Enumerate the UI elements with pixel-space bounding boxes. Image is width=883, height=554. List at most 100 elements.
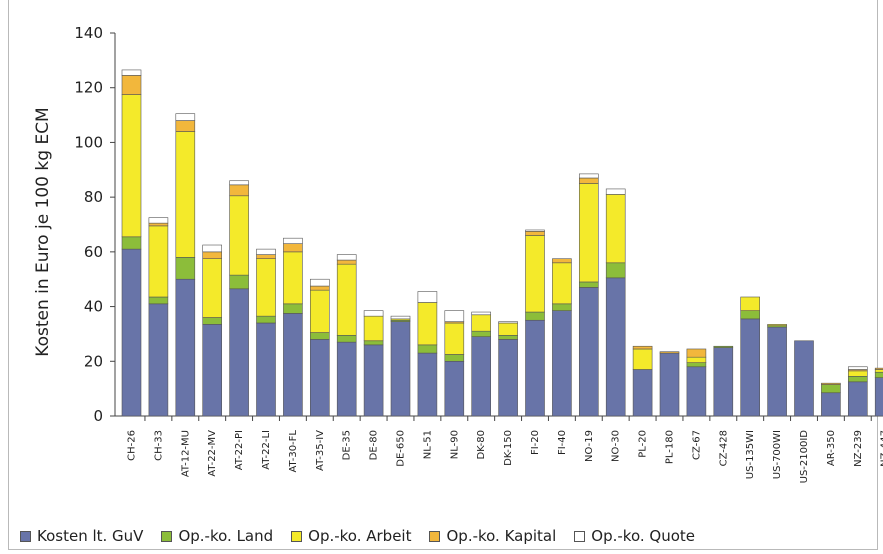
x-tick-label: NZ-239 xyxy=(853,430,864,467)
x-tick-label: CZ-67 xyxy=(691,430,702,460)
legend-label: Op.-ko. Kapital xyxy=(446,527,557,545)
bar-segment-op-ko-land xyxy=(498,334,518,340)
bar-segment-op-ko-kapital xyxy=(283,243,303,253)
bar-segment-op-ko-quote xyxy=(229,180,249,186)
y-tick-label: 60 xyxy=(84,243,103,261)
bar-segment-op-ko-land xyxy=(821,384,841,394)
x-tick-label: US-700WI xyxy=(772,430,783,479)
bar-segment-kosten-lt-guv xyxy=(471,336,492,417)
bar-segment-op-ko-quote xyxy=(121,69,142,76)
bar-segment-op-ko-arbeit xyxy=(229,195,249,276)
bar-segment-op-ko-arbeit xyxy=(874,369,883,373)
x-tick-label: DE-80 xyxy=(369,430,380,460)
bar-segment-op-ko-kapital xyxy=(525,231,545,236)
bars xyxy=(121,69,883,417)
bar-segment-op-ko-quote xyxy=(498,321,518,324)
bar-segment-op-ko-land xyxy=(229,274,249,290)
x-tick-label: NL-51 xyxy=(422,430,433,459)
stacked-bar-chart: Kosten in Euro je 100 kg ECM 0 20 40 60 80 10… xyxy=(33,24,883,483)
legend: Kosten lt. GuV Op.-ko. Land Op.-ko. Arbeit… xyxy=(20,524,713,548)
bar-segment-op-ko-land xyxy=(202,317,222,325)
bar-segment-kosten-lt-guv xyxy=(309,339,330,417)
bar-segment-op-ko-kapital xyxy=(309,285,330,291)
bar-segment-op-ko-land xyxy=(444,354,465,362)
bar-segment-op-ko-land xyxy=(686,362,707,368)
bar-segment-op-ko-land xyxy=(283,303,303,314)
legend-swatch xyxy=(429,530,441,542)
bar-segment-op-ko-kapital xyxy=(632,345,653,350)
bar-segment-kosten-lt-guv xyxy=(283,313,303,417)
bar-segment-op-ko-arbeit xyxy=(471,314,492,332)
bar-segment-op-ko-arbeit xyxy=(605,194,626,264)
bar-segment-op-ko-quote xyxy=(471,311,492,316)
bar-segment-op-ko-arbeit xyxy=(417,302,438,346)
x-tick-label: DE-35 xyxy=(342,430,353,460)
bar-segment-op-ko-arbeit xyxy=(444,322,465,355)
bar-segment-op-ko-quote xyxy=(309,278,330,287)
y-tick-label: 0 xyxy=(93,407,103,425)
bar-segment-op-ko-arbeit xyxy=(578,183,599,283)
x-tick-label: AT-22-MV xyxy=(207,430,218,477)
x-axis: CH-26 CH-33 AT-12-MU AT-22-MV AT-22-PI AT-22-… xyxy=(127,416,883,483)
bar-segment-kosten-lt-guv xyxy=(740,318,761,417)
bar-segment-op-ko-arbeit xyxy=(121,94,142,238)
y-tick-label: 40 xyxy=(84,298,103,316)
bar-segment-kosten-lt-guv xyxy=(847,381,868,417)
legend-label: Op.-ko. Land xyxy=(178,527,274,545)
bar-segment-kosten-lt-guv xyxy=(390,321,411,417)
bar-segment-kosten-lt-guv xyxy=(444,360,465,417)
bar-segment-op-ko-land xyxy=(148,296,169,305)
bar-segment-op-ko-kapital xyxy=(659,351,680,354)
x-tick-label: CZ-428 xyxy=(718,430,729,466)
y-tick-label: 140 xyxy=(74,24,103,42)
bar-segment-op-ko-land xyxy=(578,281,599,288)
x-tick-label: CH-33 xyxy=(153,430,164,461)
bar-segment-op-ko-arbeit xyxy=(740,296,761,311)
bar-segment-op-ko-arbeit xyxy=(632,348,653,370)
bar-segment-op-ko-land xyxy=(471,330,492,337)
bar-segment-kosten-lt-guv xyxy=(578,287,599,417)
bar-segment-op-ko-kapital xyxy=(552,258,572,264)
y-tick-label: 100 xyxy=(74,133,103,151)
bar-segment-op-ko-quote xyxy=(148,217,169,224)
bar-segment-kosten-lt-guv xyxy=(336,341,357,417)
x-tick-label: AT-30-FL xyxy=(288,430,299,473)
bar-segment-op-ko-land xyxy=(740,310,761,320)
bar-segment-kosten-lt-guv xyxy=(632,369,653,417)
bar-segment-op-ko-arbeit xyxy=(847,370,868,377)
bar-segment-op-ko-arbeit xyxy=(552,262,572,305)
bar-segment-kosten-lt-guv xyxy=(417,352,438,417)
x-tick-label: AT-22-LI xyxy=(261,430,272,470)
bar-segment-kosten-lt-guv xyxy=(794,340,814,417)
bar-segment-op-ko-quote xyxy=(525,229,545,232)
legend-label: Op.-ko. Arbeit xyxy=(308,527,412,545)
bar-segment-kosten-lt-guv xyxy=(552,310,572,417)
bar-segment-op-ko-kapital xyxy=(686,348,707,358)
bar-segment-op-ko-land xyxy=(256,315,276,324)
bar-segment-op-ko-kapital xyxy=(256,254,276,259)
x-tick-label: NO-30 xyxy=(611,430,622,462)
bar-segment-op-ko-arbeit xyxy=(498,322,518,336)
x-tick-label: CH-26 xyxy=(127,430,138,461)
legend-item: Op.-ko. Arbeit xyxy=(291,527,411,545)
bar-segment-op-ko-arbeit xyxy=(525,235,545,313)
y-tick-label: 20 xyxy=(84,352,103,370)
bar-segment-kosten-lt-guv xyxy=(148,303,169,417)
bar-segment-op-ko-arbeit xyxy=(175,131,196,258)
legend-swatch xyxy=(291,530,303,542)
x-tick-label: AT-22-PI xyxy=(234,430,245,470)
x-tick-label: DK-80 xyxy=(476,430,487,460)
bar-segment-op-ko-arbeit xyxy=(283,251,303,305)
bar-segment-kosten-lt-guv xyxy=(605,277,626,417)
y-axis-label: Kosten in Euro je 100 kg ECM xyxy=(33,107,53,356)
bar-segment-kosten-lt-guv xyxy=(686,366,707,417)
bar-segment-op-ko-land xyxy=(525,311,545,321)
x-tick-label: FI-40 xyxy=(557,430,568,455)
bar-segment-op-ko-land xyxy=(847,376,868,383)
bar-segment-kosten-lt-guv xyxy=(525,319,545,417)
bar-segment-op-ko-quote xyxy=(417,291,438,303)
x-tick-label: FI-20 xyxy=(530,430,541,455)
bar-segment-kosten-lt-guv xyxy=(202,324,222,417)
bar-segment-op-ko-quote xyxy=(390,315,411,320)
legend-item: Op.-ko. Quote xyxy=(574,527,695,545)
